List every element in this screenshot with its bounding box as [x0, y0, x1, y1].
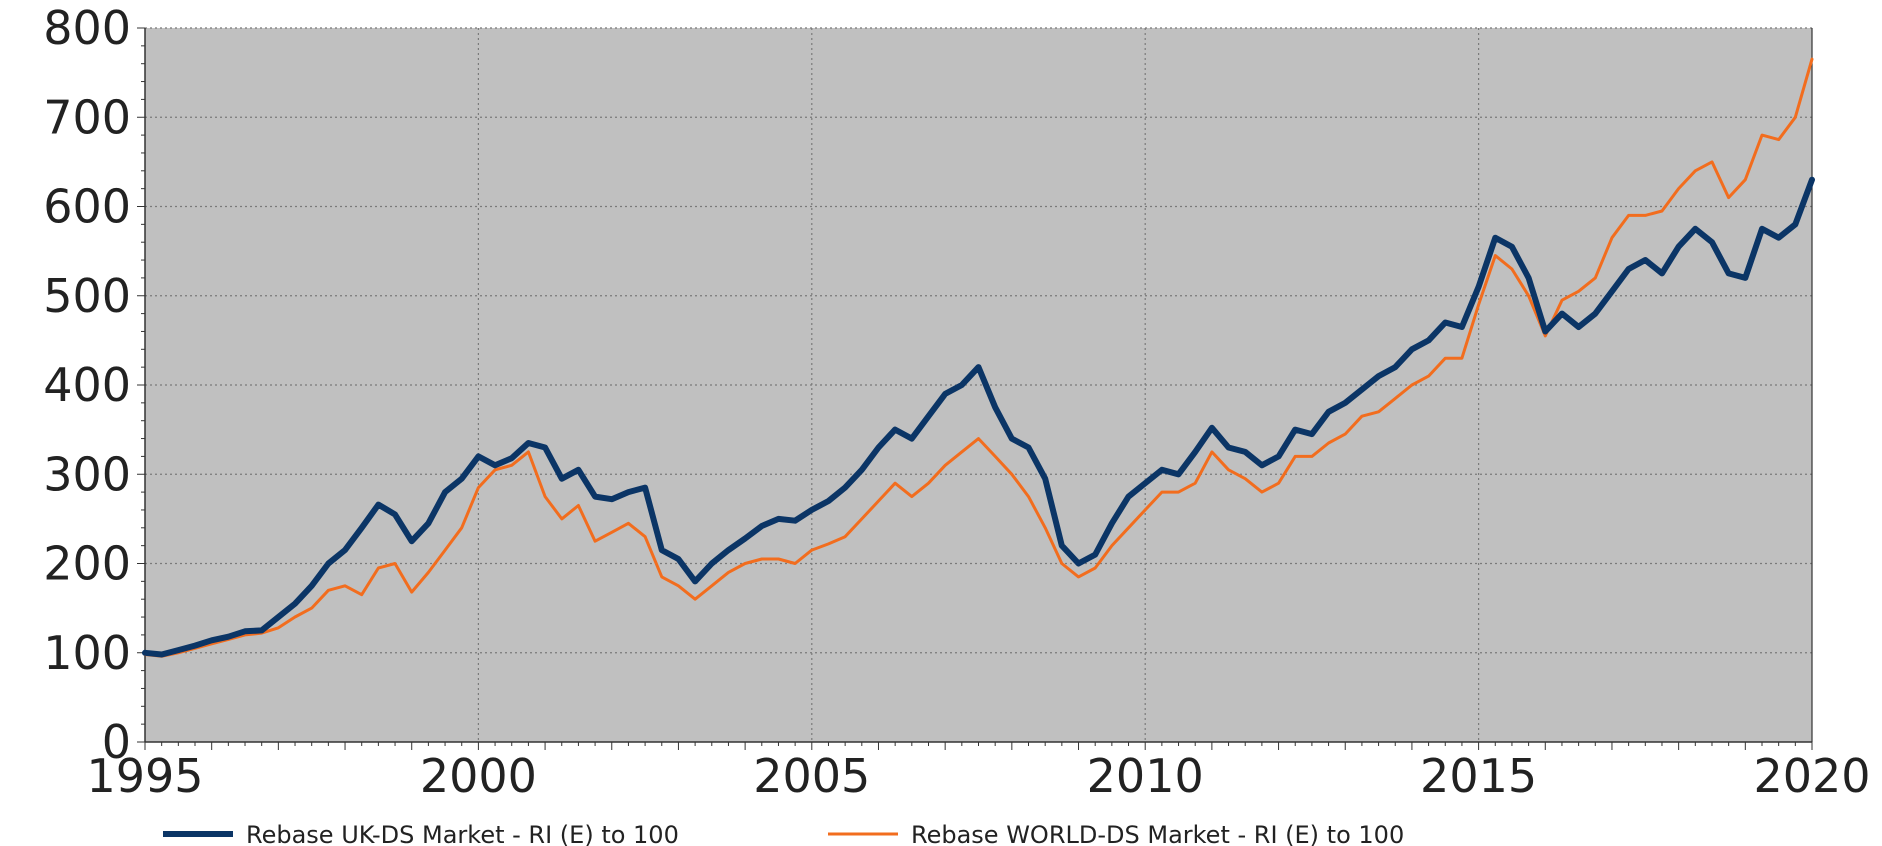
x-tick-label-2000: 2000: [420, 749, 537, 803]
y-tick-label-100: 100: [43, 626, 131, 680]
series-line-uk: [142, 176, 1815, 658]
y-tick-label-0: 0: [102, 715, 131, 769]
series-lines: [142, 57, 1815, 658]
x-axis-ticks: 1995 2000 2005 2010 2015 2020: [86, 749, 1870, 803]
x-tick-label-2020: 2020: [1753, 749, 1870, 803]
y-tick-label-600: 600: [43, 180, 131, 234]
y-tick-label-200: 200: [43, 537, 131, 591]
y-tick-label-300: 300: [43, 447, 131, 501]
y-tick-label-400: 400: [43, 358, 131, 412]
y-tick-label-500: 500: [43, 269, 131, 323]
y-tick-label-700: 700: [43, 90, 131, 144]
x-tick-label-1995: 1995: [86, 749, 203, 803]
series-line-world: [143, 57, 1814, 658]
x-tick-label-2015: 2015: [1420, 749, 1537, 803]
grid-lines: [145, 27, 1812, 742]
legend-label-uk: Rebase UK-DS Market - RI (E) to 100: [246, 821, 679, 846]
x-tick-label-2005: 2005: [753, 749, 870, 803]
x-tick-label-2010: 2010: [1087, 749, 1204, 803]
axes: [137, 27, 1813, 750]
legend: Rebase UK-DS Market - RI (E) to 100 Reba…: [163, 821, 1404, 846]
legend-label-world: Rebase WORLD-DS Market - RI (E) to 100: [911, 821, 1404, 846]
plot-area: [145, 28, 1812, 742]
y-axis-ticks: 0 100 200 300 400 500 600 700 800: [43, 1, 131, 769]
y-tick-label-800: 800: [43, 1, 131, 55]
